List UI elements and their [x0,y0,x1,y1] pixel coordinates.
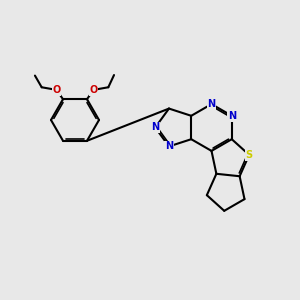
Text: S: S [246,150,253,160]
Text: N: N [207,99,216,109]
Text: O: O [89,85,98,95]
Text: O: O [52,85,61,95]
Text: N: N [228,111,236,121]
Text: N: N [165,141,173,152]
Text: N: N [151,122,159,133]
